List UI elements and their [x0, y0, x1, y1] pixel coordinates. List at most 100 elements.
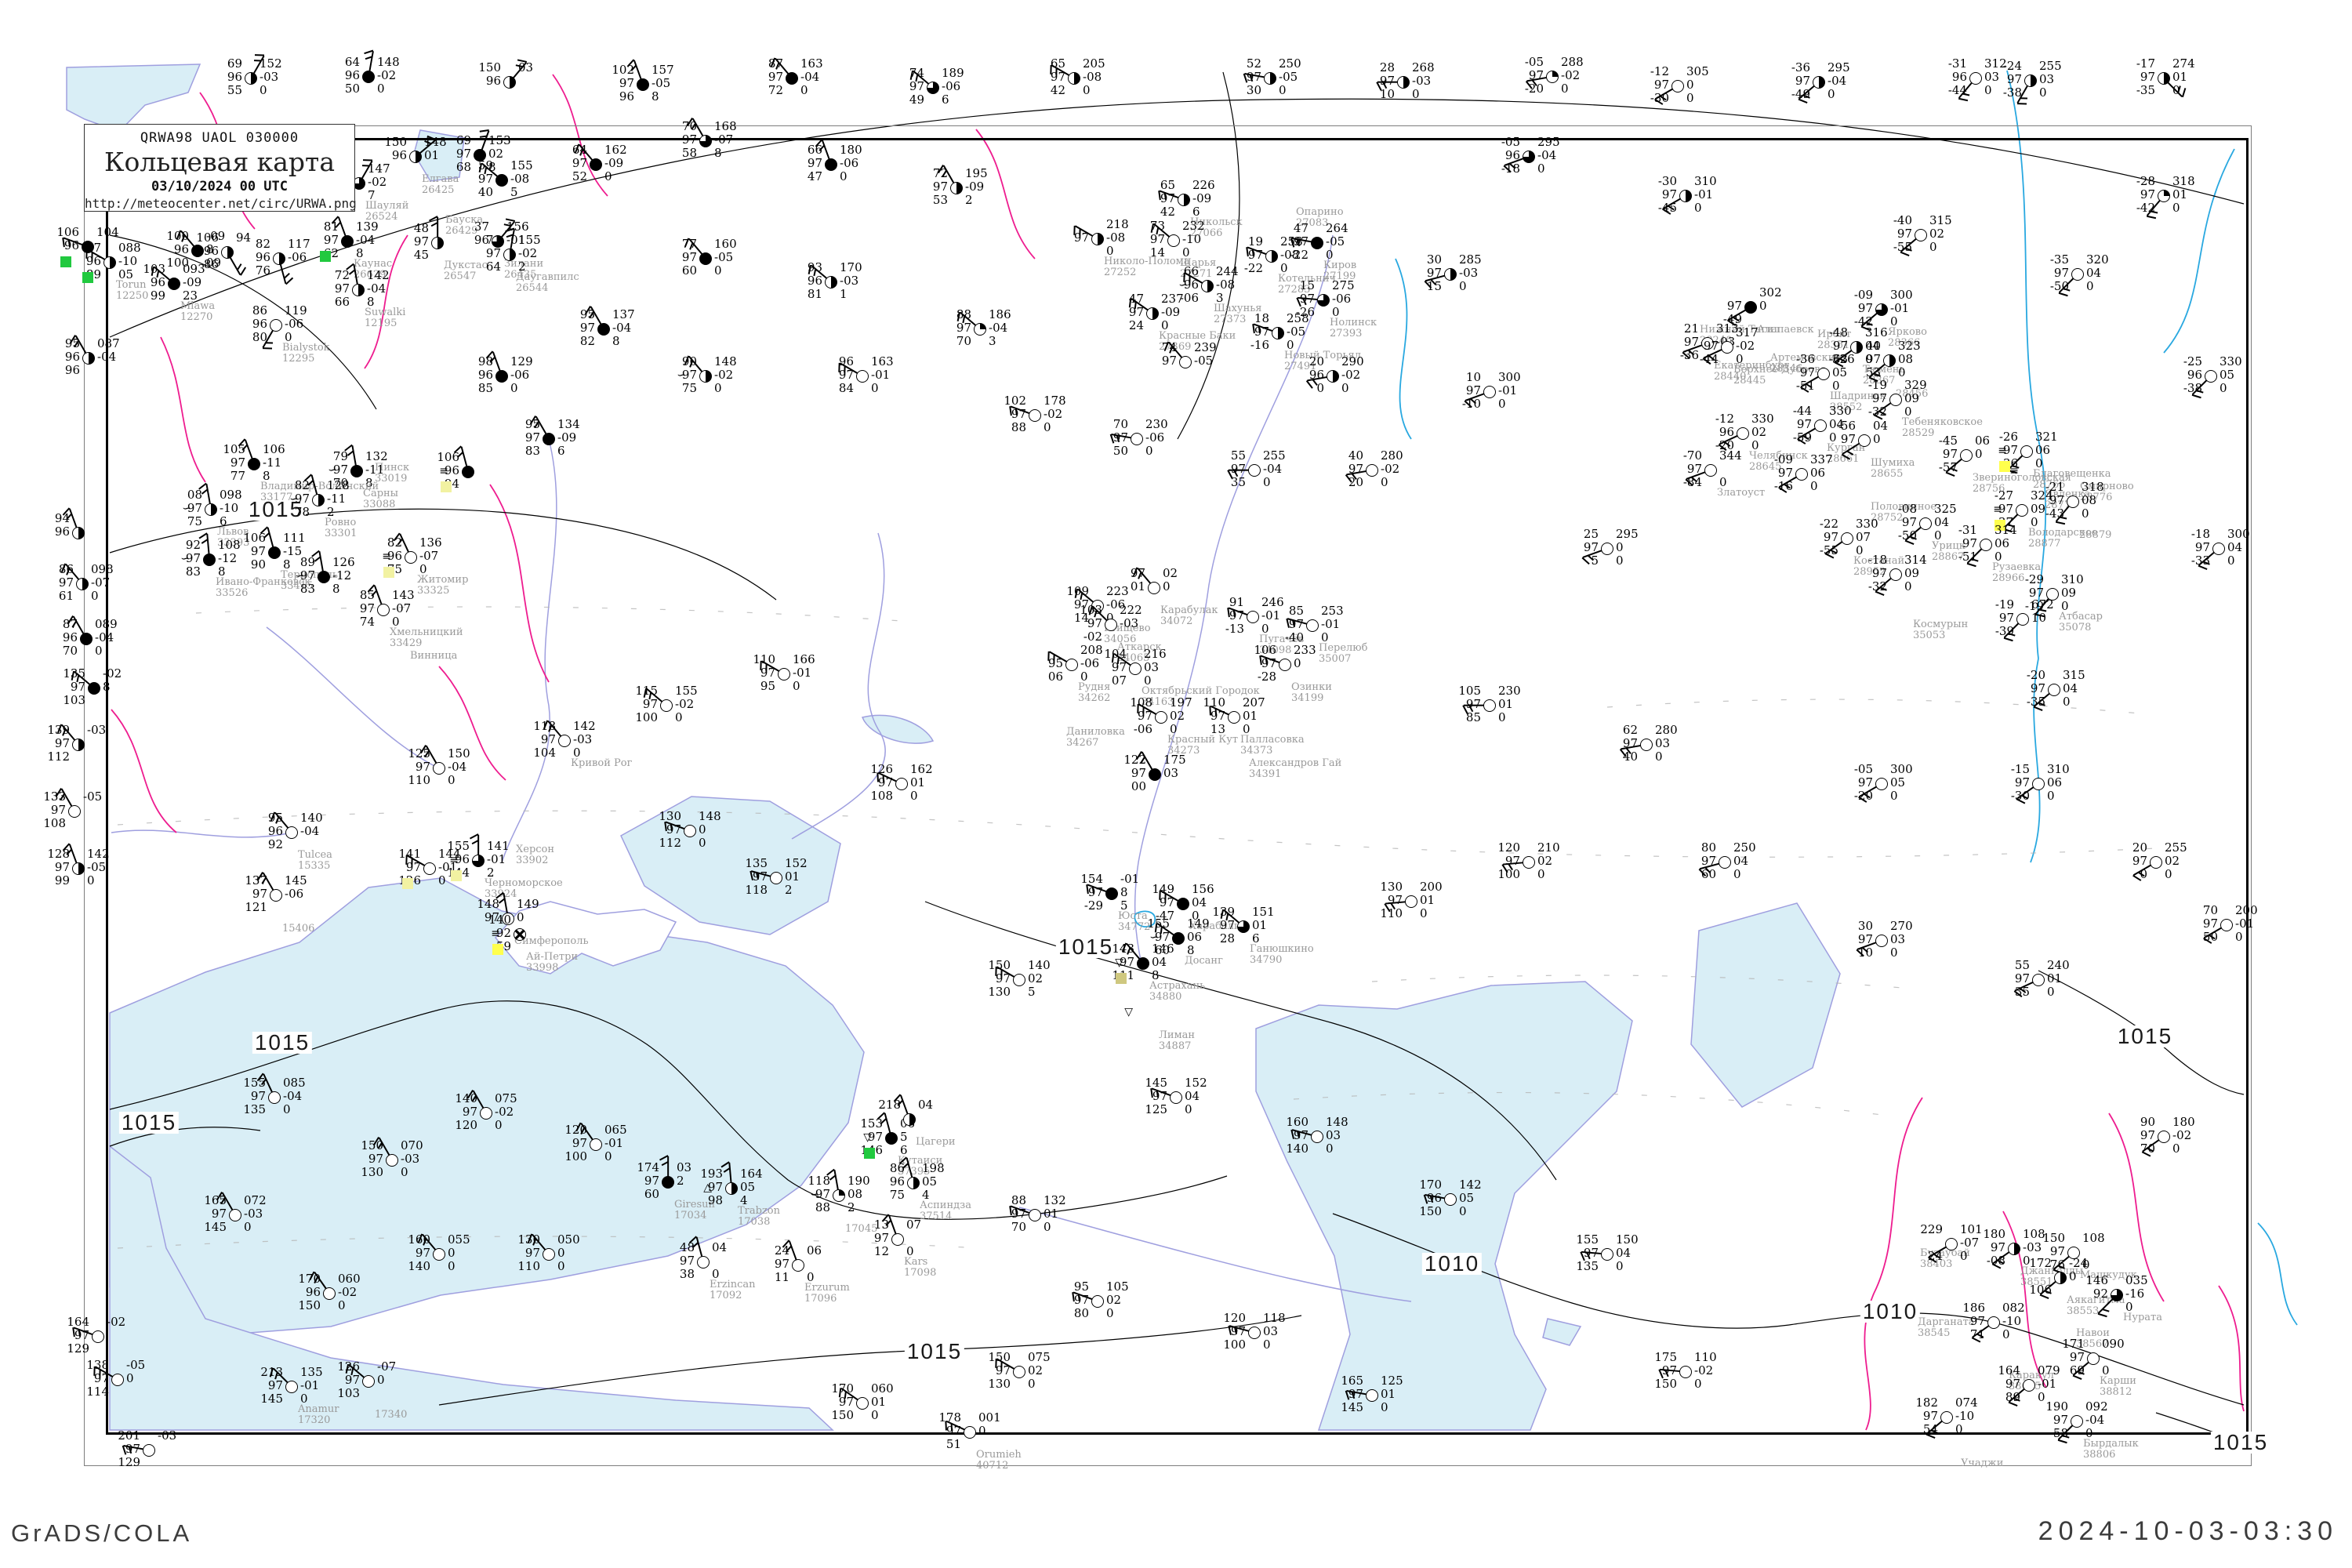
cloud-cover-icon [974, 323, 986, 336]
station-name: Челябинск [1749, 450, 1808, 462]
station-name: Машкудук [2080, 1269, 2137, 1281]
station-name: Звериноголовская [1973, 472, 2071, 484]
station-value: -05 [1501, 135, 1520, 149]
station-value: 61 [58, 589, 74, 603]
station-value: 14 [1149, 245, 1165, 260]
station-value: 97 [1246, 70, 1261, 84]
station-value: 145 [285, 873, 307, 887]
station-value: 76 [255, 263, 270, 278]
station-value: 82 [579, 334, 595, 348]
station-value: 0 [1890, 314, 1898, 328]
station-id: 27199 [1323, 270, 1356, 282]
station-value: 001 [978, 1410, 1001, 1425]
station-value: 97 [1137, 709, 1152, 723]
cloud-cover-icon [2150, 856, 2162, 869]
station-name: Шумиха [1871, 457, 1915, 469]
cloud-cover-icon [495, 174, 508, 187]
station-value: 15 [1299, 278, 1315, 292]
station-id: 34098 [1259, 644, 1292, 656]
station-value: 97 [2140, 70, 2155, 84]
cloud-cover-icon [1737, 427, 1749, 440]
station-value: 316 [1865, 325, 1888, 339]
station-value: 97 [1379, 74, 1395, 88]
generation-timestamp: 2024-10-03-03:30 [2038, 1516, 2338, 1546]
station-value: 150 [2042, 1231, 2065, 1245]
station-id: 34772 [1118, 921, 1151, 933]
station-value: -49 [1722, 312, 1742, 326]
station-value: 86 [889, 1161, 905, 1175]
border-lines-pink [111, 74, 2245, 1431]
station-value: 5 [1028, 985, 1036, 999]
station-value: 88 [1011, 1193, 1026, 1207]
station-value: 108 [218, 538, 241, 552]
station-value: 8 [367, 295, 375, 309]
station-value: -35 [2049, 252, 2069, 267]
station-value: 5 [900, 1130, 908, 1144]
station-value: 97 [54, 736, 70, 750]
station-value: 253 [1321, 604, 1344, 618]
station-value: 305 [1686, 64, 1709, 78]
station-value: -09 [1192, 191, 1212, 205]
station-value: 035 [2125, 1273, 2148, 1287]
station-value: 42 [1050, 83, 1065, 97]
cloud-cover-icon [1987, 1316, 2000, 1329]
station-value: 97 [1348, 462, 1363, 476]
station-value: 07 [1856, 530, 1871, 544]
station-value: 130 [988, 1377, 1011, 1391]
station-name: Аякагитма [2067, 1294, 2125, 1306]
station-value: -31 [1958, 523, 1977, 537]
station-value: 180 [840, 143, 862, 157]
station-value: 122 [1123, 753, 1146, 767]
station-value: 97 [299, 568, 315, 583]
station-value: -36 [1795, 352, 1815, 366]
cloud-cover-icon [964, 1426, 976, 1439]
station-value: 0 [871, 381, 879, 395]
station-value: 11 [774, 1270, 789, 1284]
station-value: 8 [488, 160, 496, 174]
station-value: 95 [1047, 656, 1063, 670]
station-value: 0 [840, 169, 848, 183]
cloud-cover-icon [895, 778, 908, 790]
highlight-square [451, 870, 462, 881]
station-value: 250 [1279, 56, 1301, 71]
station-value: 193 [700, 1167, 723, 1181]
cloud-cover-icon [2220, 919, 2233, 931]
station-value: 148 [699, 809, 721, 823]
station-value: 090 [2102, 1337, 2125, 1351]
station-value: 58 [2053, 1426, 2068, 1440]
station-name: Октябрьский Городок [1142, 685, 1260, 697]
station-value: -02 [1341, 368, 1361, 382]
station-value: 97 [1962, 536, 1977, 550]
station-value: 47 [1293, 221, 1308, 235]
cloud-cover-icon [1817, 368, 1830, 380]
station-value: 100 [1497, 867, 1520, 881]
station-value: 110 [1203, 695, 1225, 710]
station-value: 216 [1144, 647, 1167, 661]
station-value: 97 [579, 321, 595, 335]
station-name: Елгава [422, 173, 459, 185]
station-value: 97 [1796, 417, 1812, 431]
station-value: 255 [2165, 840, 2187, 855]
station-value: 97 [1795, 74, 1810, 88]
station-value: 97 [524, 1246, 540, 1260]
station-name: Tulcea [298, 849, 332, 861]
station-value: 0 [91, 589, 99, 603]
station-value: 0 [2172, 83, 2180, 97]
station-value: 110 [408, 773, 430, 787]
station-value: -10 [2002, 1314, 2022, 1328]
station-value: 255 [1263, 448, 1286, 463]
station-value: 106 [243, 531, 266, 545]
station-value: 0 [2039, 85, 2047, 100]
station-value: 0 [2172, 201, 2180, 215]
weather-symbol-icon: ≡ [382, 550, 391, 563]
station-value: 151 [1252, 905, 1275, 919]
graticule-dashes [117, 606, 2157, 1249]
cloud-cover-icon [270, 889, 282, 902]
station-value: 8 [283, 557, 291, 572]
station-value: -08 [1280, 248, 1300, 262]
station-value: 97 [74, 1328, 89, 1342]
station-value: 82 [294, 478, 310, 492]
station-value: 155 [518, 233, 541, 247]
station-value: 075 [495, 1091, 517, 1105]
